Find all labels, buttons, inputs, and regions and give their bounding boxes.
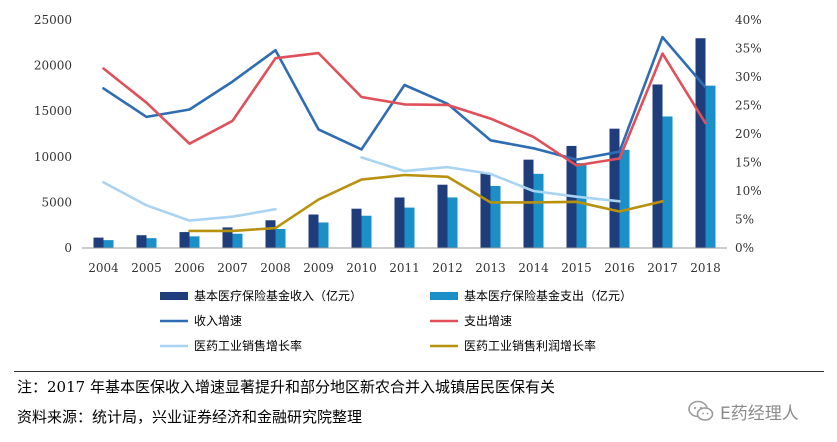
watermark-text: E药经理人 (720, 403, 799, 424)
right-tick-label: 15% (735, 156, 762, 170)
note-text: 注：2017 年基本医保收入增速显著提升和部分地区新农合并入城镇居民医保有关 (17, 378, 555, 396)
left-axis-ticks: 0 5000 10000 15000 20000 25000 (34, 13, 72, 255)
income-bar (93, 237, 104, 248)
legend: 基本医疗保险基金收入（亿元） 基本医疗保险基金支出（亿元） 收入增速 支出增速医药工业… (160, 288, 632, 353)
x-tick-label: 2018 (690, 261, 721, 275)
expense-bar (318, 222, 329, 248)
expense-bar (533, 173, 544, 248)
expense-bar (146, 238, 157, 248)
legend-expense-label: 基本医疗保险基金支出（亿元） (464, 288, 632, 303)
x-tick-label: 2011 (389, 261, 420, 275)
income-bar (695, 38, 706, 248)
income-bar (609, 128, 620, 248)
x-tick-label: 2005 (131, 261, 162, 275)
expense-bar (275, 228, 286, 248)
source-text: 资料来源：统计局，兴业证券经济和金融研究院整理 (17, 408, 363, 426)
right-tick-label: 40% (735, 13, 762, 27)
x-axis-ticks: 2004 2005 2006 2007 2008 2009 2010 2011 2012 2013… (88, 261, 721, 275)
left-tick-label: 25000 (34, 13, 72, 27)
left-tick-label: 10000 (34, 150, 72, 164)
left-tick-label: 0 (64, 241, 72, 255)
x-tick-label: 2017 (647, 261, 678, 275)
right-axis-ticks: 0% 5% 10% 15% 20% 25% 30% 35% 40% (735, 13, 762, 255)
income-bar (480, 172, 491, 248)
right-tick-label: 35% (735, 42, 762, 56)
expense-bar (361, 215, 372, 248)
left-tick-label: 5000 (41, 195, 72, 209)
legend-pharma-profit-label: 医药工业销售利润增长率 (464, 338, 596, 353)
income-bar (437, 184, 448, 248)
right-tick-label: 25% (735, 99, 762, 113)
x-tick-label: 2004 (88, 261, 119, 275)
right-tick-label: 5% (735, 213, 754, 227)
pharma-sales-growth-line (102, 156, 621, 222)
x-tick-label: 2016 (604, 261, 635, 275)
legend-income-swatch (160, 292, 188, 300)
x-tick-label: 2015 (561, 261, 592, 275)
income-bar (351, 208, 362, 248)
right-tick-label: 10% (735, 184, 762, 198)
expense-bar (576, 163, 587, 248)
x-tick-label: 2010 (346, 261, 377, 275)
legend-income-growth-label: 收入增速 (194, 314, 242, 328)
wechat-icon (688, 400, 714, 421)
income-bar (179, 232, 190, 248)
left-tick-label: 20000 (34, 59, 72, 73)
pharma-profit-growth-line (188, 173, 664, 233)
expense-bar (404, 207, 415, 248)
x-tick-label: 2007 (217, 261, 248, 275)
x-tick-label: 2012 (432, 261, 463, 275)
expense-bar (490, 185, 501, 248)
legend-income-label: 基本医疗保险基金收入（亿元） (194, 288, 362, 303)
line-series (102, 35, 707, 233)
income-bar (523, 159, 534, 248)
income-bar (265, 220, 276, 248)
x-tick-label: 2009 (303, 261, 334, 275)
x-tick-label: 2014 (518, 261, 549, 275)
income-bar (136, 235, 147, 248)
expense-bar (189, 236, 200, 248)
income-growth-line (102, 35, 707, 161)
income-bar (652, 84, 663, 248)
note-divider (14, 371, 824, 372)
x-tick-label: 2008 (260, 261, 291, 275)
combo-chart: 0 5000 10000 15000 20000 25000 0% 5% 10% 15% 20% 2… (34, 13, 762, 353)
watermark: E药经理人 (688, 398, 799, 424)
right-tick-label: 20% (735, 127, 762, 141)
left-tick-label: 15000 (34, 104, 72, 118)
expense-bar (447, 197, 458, 248)
x-tick-label: 2006 (174, 261, 205, 275)
legend-expense-swatch (430, 292, 458, 300)
right-tick-label: 0% (735, 241, 754, 255)
income-bar (222, 227, 233, 248)
expense-bar (705, 85, 716, 248)
expense-bar (103, 240, 114, 248)
expense-bar (619, 149, 630, 248)
bar-series (93, 38, 716, 248)
x-tick-label: 2013 (475, 261, 506, 275)
expense-bar (662, 116, 673, 248)
expense-growth-line (102, 51, 707, 167)
legend-pharma-sales-label: 医药工业销售增长率 (194, 338, 302, 353)
expense-bar (232, 233, 243, 248)
income-bar (308, 214, 319, 248)
legend-expense-growth-label: 支出增速 (464, 314, 512, 328)
income-bar (394, 197, 405, 248)
right-tick-label: 30% (735, 70, 762, 84)
